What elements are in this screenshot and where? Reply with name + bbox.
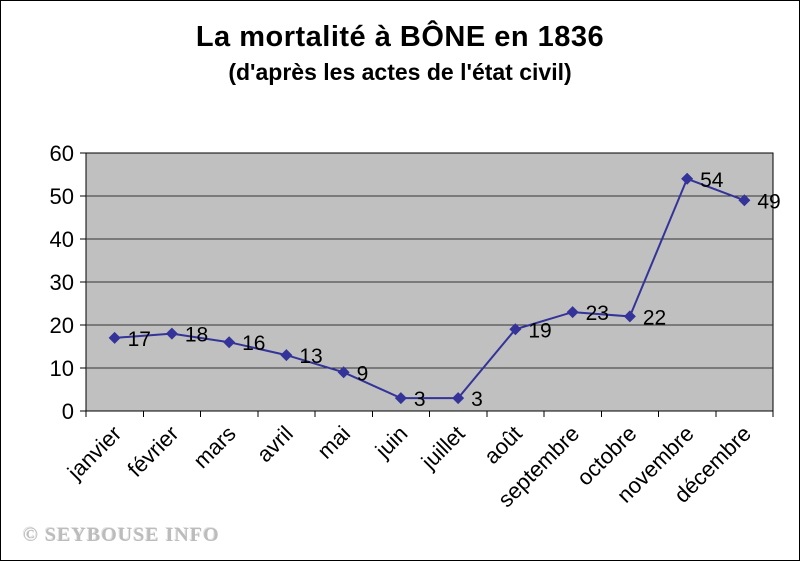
data-point-marker bbox=[623, 310, 636, 323]
data-point-marker bbox=[165, 327, 178, 340]
x-axis-label: mai bbox=[312, 421, 355, 464]
data-label: 3 bbox=[414, 388, 426, 411]
y-axis-label: 20 bbox=[50, 313, 74, 338]
data-point-marker bbox=[509, 323, 522, 336]
data-point-marker bbox=[394, 392, 407, 405]
data-label: 54 bbox=[700, 169, 724, 192]
data-point-marker bbox=[337, 366, 350, 379]
series-line bbox=[114, 177, 745, 400]
y-axis-label: 60 bbox=[50, 141, 74, 166]
x-axis-label: mars bbox=[188, 421, 240, 473]
y-axis-label: 40 bbox=[50, 227, 74, 252]
data-point-marker bbox=[738, 194, 751, 207]
y-axis-label: 10 bbox=[50, 356, 74, 381]
x-axis-label: avril bbox=[252, 421, 298, 467]
data-point-marker bbox=[223, 336, 236, 349]
data-label: 3 bbox=[471, 388, 483, 411]
data-point-marker bbox=[280, 349, 293, 362]
y-axis-label: 0 bbox=[62, 399, 74, 424]
chart-header: La mortalité à BÔNE en 1836 (d'après les… bbox=[1, 21, 799, 86]
x-axis-label: février bbox=[123, 421, 184, 482]
data-label: 18 bbox=[185, 324, 208, 347]
x-axis-label: juin bbox=[370, 421, 413, 464]
data-point-marker bbox=[108, 331, 121, 344]
chart-subtitle: (d'après les actes de l'état civil) bbox=[228, 59, 572, 85]
y-axis-label: 50 bbox=[50, 184, 74, 209]
data-label: 17 bbox=[128, 328, 151, 351]
watermark: © SEYBOUSE INFO bbox=[23, 524, 220, 546]
data-label: 13 bbox=[299, 345, 322, 368]
data-label: 19 bbox=[528, 319, 551, 342]
data-point-marker bbox=[452, 392, 465, 405]
y-axis-label: 30 bbox=[50, 270, 74, 295]
data-label: 49 bbox=[757, 190, 780, 213]
data-label: 22 bbox=[643, 306, 666, 329]
data-point-marker bbox=[681, 172, 694, 185]
data-label: 9 bbox=[357, 362, 369, 385]
x-axis-label: janvier bbox=[62, 421, 126, 485]
x-axis-label: juillet bbox=[416, 421, 470, 475]
data-label: 23 bbox=[586, 302, 609, 325]
x-axis-label: août bbox=[479, 421, 527, 469]
data-label: 16 bbox=[242, 332, 265, 355]
data-point-marker bbox=[566, 306, 579, 319]
chart-title: La mortalité à BÔNE en 1836 bbox=[195, 21, 605, 53]
